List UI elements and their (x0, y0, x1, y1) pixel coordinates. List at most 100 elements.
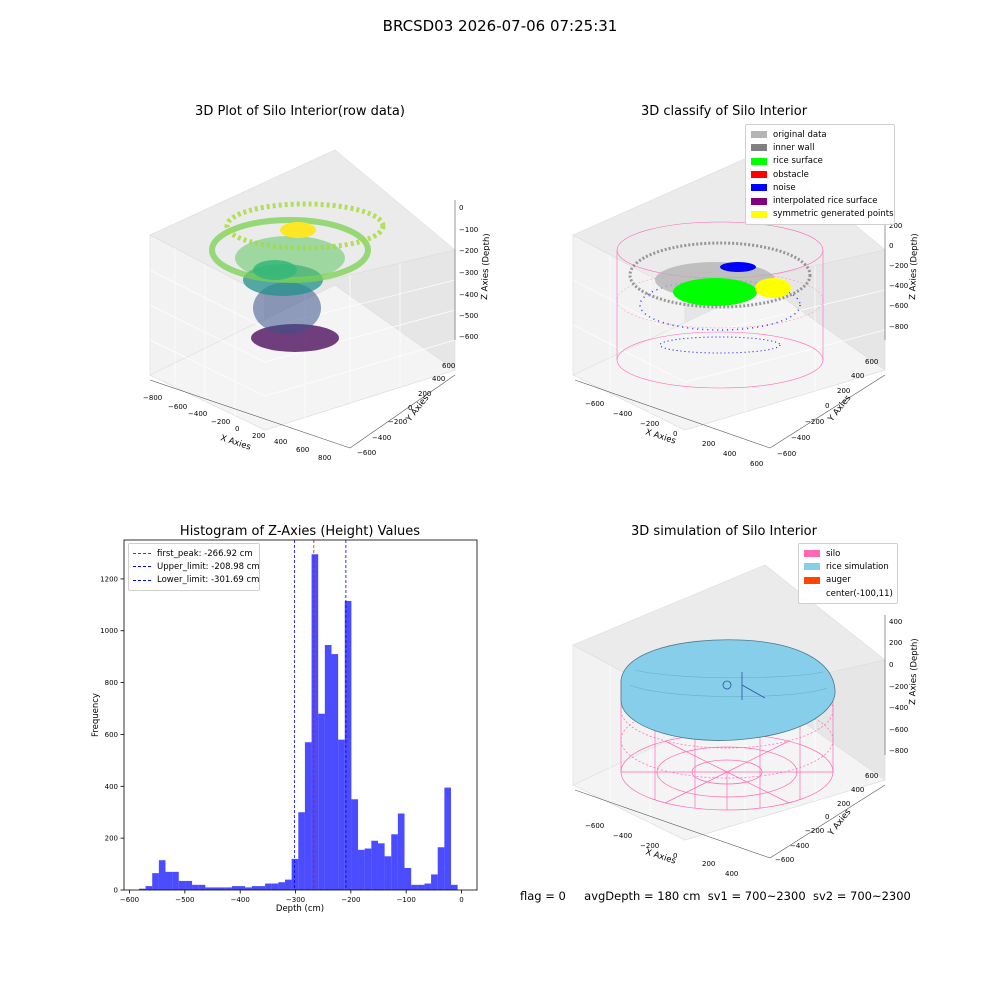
histogram-bar (218, 887, 226, 890)
histogram-bar (444, 787, 451, 890)
z-tick: −100 (459, 226, 478, 234)
z-tick: 0 (889, 661, 893, 669)
classify-y-axis-label: Y Axies (826, 393, 854, 425)
legend-entry: rice simulation (804, 560, 892, 573)
classify-z-axis-label: Z Axies (Depth) (908, 233, 920, 300)
z-tick: −200 (459, 247, 478, 255)
histogram-plot-frame (123, 539, 478, 891)
histogram-bar (371, 840, 378, 890)
x-tick: −200 (211, 418, 230, 426)
y-tick: −400 (790, 842, 809, 850)
classify-plot-title: 3D classify of Silo Interior (640, 104, 808, 119)
raw-z-tick-labels: 0 −100 −200 −300 −400 −500 −600 (459, 204, 478, 341)
figure-title: BRCSD03 2026-07-06 07:25:31 (382, 17, 618, 35)
x-tick: 200 (702, 860, 715, 868)
status-sv1: sv1 = 700~2300 (707, 889, 806, 903)
simulation-legend: silo rice simulation auger center(-100,1… (798, 543, 898, 605)
histogram-bar (271, 883, 279, 890)
histogram-bar (291, 858, 299, 890)
histogram-bar (377, 843, 385, 890)
z-tick: −300 (459, 269, 478, 277)
x-tick: −200 (640, 420, 659, 428)
histogram-title: Histogram of Z-Axies (Height) Values (179, 524, 421, 539)
y-tick: 0 (825, 813, 829, 821)
classify-3d-plot[interactable]: −600 −400 −200 0 200 400 600 X Axies −60… (555, 140, 920, 470)
legend-entry: symmetric generated points (751, 208, 894, 221)
histogram-bar (437, 847, 445, 890)
z-tick: −400 (459, 291, 478, 299)
histogram-x-axis-label: Depth (cm) (276, 904, 324, 914)
z-tick: −600 (459, 333, 478, 341)
classify-point-cloud (616, 221, 824, 389)
y-tick: −600 (777, 450, 796, 458)
histogram-bar (450, 884, 458, 890)
histogram-bar (431, 874, 438, 890)
simulation-3d-plot[interactable]: −600 −400 −200 0 200 400 X Axies −600 −4… (555, 560, 920, 880)
histogram-bar (192, 884, 199, 890)
x-tick: 200 (252, 432, 265, 440)
z-tick: −200 (889, 262, 908, 270)
y-tick: 200 (837, 387, 850, 395)
histogram-bar (278, 882, 286, 890)
legend-entry: obstacle (751, 168, 889, 181)
histogram-y-ticks: 0 200 400 600 800 1000 1200 (100, 575, 124, 895)
legend-swatch (751, 157, 767, 165)
x-tick: −600 (585, 822, 604, 830)
y-tick: 400 (851, 372, 864, 380)
raw-y-tick-labels: −600 −400 −200 0 200 400 600 (357, 362, 455, 457)
simulation-y-tick-labels: −600 −400 −200 0 200 400 600 (775, 772, 878, 864)
histogram-bar (251, 886, 259, 890)
histogram-bar (198, 884, 206, 890)
z-tick: 0 (889, 242, 893, 250)
z-tick: 200 (889, 639, 902, 647)
histogram-bar (285, 879, 292, 890)
simulation-z-axis-label: Z Axies (Depth) (908, 638, 920, 705)
x-tick: 400 (274, 438, 287, 446)
x-tick: 400 (725, 870, 738, 878)
histogram-bar (344, 600, 352, 890)
raw-x-axis-label: X Axies (219, 433, 252, 452)
status-avg-depth: avgDepth = 180 cm (584, 889, 701, 903)
histogram-y-axis-label: Frequency (91, 693, 101, 737)
legend-swatch (751, 144, 767, 152)
simulation-x-tick-labels: −600 −400 −200 0 200 400 (585, 822, 738, 878)
classify-x-tick-labels: −600 −400 −200 0 200 400 600 (585, 400, 763, 468)
legend-entry: inner wall (751, 141, 889, 154)
x-tick: 0 (235, 425, 239, 433)
legend-entry: noise (751, 181, 889, 194)
histogram-bar (172, 871, 179, 890)
x-tick-label: 0 (459, 896, 463, 904)
histogram-bar (404, 867, 412, 890)
histogram-bar (225, 887, 232, 890)
histogram-chart[interactable]: −600 −500 −400 −300 −200 −100 0 0 200 400 600 800 1… (80, 535, 490, 920)
y-tick: 400 (432, 375, 445, 383)
y-tick: 600 (442, 362, 455, 370)
legend-entry: interpolated rice surface (751, 194, 889, 207)
legend-swatch (751, 184, 767, 192)
z-tick: 400 (889, 618, 902, 626)
classify-z-tick-labels: 200 0 −200 −400 −600 −800 (889, 222, 908, 331)
y-tick: −600 (775, 856, 794, 864)
x-tick: −600 (585, 400, 604, 408)
simulation-x-axis-label: X Axies (644, 847, 677, 866)
y-tick-label: 400 (105, 783, 118, 791)
histogram-x-ticks: −600 −500 −400 −300 −200 −100 0 (120, 890, 464, 904)
x-tick: 600 (750, 460, 763, 468)
legend-line (133, 579, 151, 581)
x-tick: 400 (723, 450, 736, 458)
simulation-z-tick-labels: 400 200 0 −200 −400 −600 −800 (889, 618, 908, 755)
y-tick: −200 (805, 418, 824, 426)
raw-3d-scatter-plot[interactable]: −800 −600 −400 −200 0 200 400 600 800 X … (135, 130, 490, 470)
y-tick: −200 (805, 827, 824, 835)
status-flag: flag = 0 (520, 889, 566, 903)
z-tick: −500 (459, 312, 478, 320)
y-tick-label: 1000 (100, 627, 118, 635)
legend-entry: Lower_limit: -301.69 cm (133, 574, 259, 587)
histogram-bar (231, 886, 239, 890)
raw-z-axis-label: Z Axies (Depth) (480, 233, 490, 300)
legend-entry: first_peak: -266.92 cm (133, 547, 255, 560)
histogram-legend: first_peak: -266.92 cm Upper_limit: -208… (128, 543, 260, 591)
simulation-plot-title: 3D simulation of Silo Interior (631, 524, 817, 539)
y-tick: −600 (357, 449, 376, 457)
z-tick: 200 (889, 222, 902, 230)
